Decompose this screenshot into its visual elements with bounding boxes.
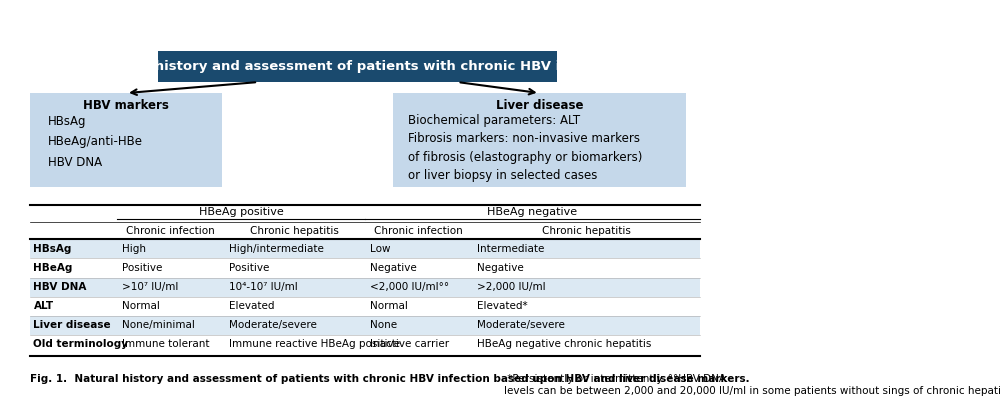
Bar [30,278,700,297]
Text: High/intermediate: High/intermediate [229,244,324,254]
Text: Elevated: Elevated [229,301,275,311]
Text: Negative: Negative [477,263,524,273]
Text: HBV DNA: HBV DNA [48,156,102,169]
Text: Negative: Negative [370,263,417,273]
Text: Positive: Positive [229,263,270,273]
Text: Chronic infection: Chronic infection [374,226,463,236]
Text: HBeAg: HBeAg [33,263,73,273]
Bar [30,240,700,259]
Text: None/minimal: None/minimal [122,320,195,330]
Text: Fibrosis markers: non-invasive markers: Fibrosis markers: non-invasive markers [408,132,640,145]
Text: HBeAg negative chronic hepatitis: HBeAg negative chronic hepatitis [477,339,652,349]
Text: Low: Low [370,244,390,254]
Text: Natural history and assessment of patients with chronic HBV infection: Natural history and assessment of patien… [94,60,622,73]
Text: >10⁷ IU/ml: >10⁷ IU/ml [122,282,178,292]
Text: Chronic infection: Chronic infection [126,226,215,236]
Text: Moderate/severe: Moderate/severe [229,320,317,330]
Text: HBsAg: HBsAg [33,244,72,254]
Text: <2,000 IU/ml°°: <2,000 IU/ml°° [370,282,449,292]
Bar [30,316,700,335]
Text: Immune tolerant: Immune tolerant [122,339,210,349]
Text: None: None [370,320,397,330]
Text: Old terminology: Old terminology [33,339,128,349]
Text: *Persistently or intermittently. °°HBV DNA
levels can be between 2,000 and 20,00: *Persistently or intermittently. °°HBV D… [504,374,1000,396]
Text: Chronic hepatitis: Chronic hepatitis [542,226,631,236]
Text: or liver biopsy in selected cases: or liver biopsy in selected cases [408,169,597,182]
Text: HBV DNA: HBV DNA [33,282,87,292]
Text: Liver disease: Liver disease [33,320,111,330]
Text: Fig. 1.  Natural history and assessment of patients with chronic HBV infection b: Fig. 1. Natural history and assessment o… [30,374,750,384]
Text: HBeAg positive: HBeAg positive [199,207,283,217]
Text: Immune reactive HBeAg positive: Immune reactive HBeAg positive [229,339,400,349]
Text: ALT: ALT [33,301,54,311]
Text: HBsAg: HBsAg [48,115,86,128]
Text: Biochemical parameters: ALT: Biochemical parameters: ALT [408,114,580,127]
Text: HBeAg/anti-HBe: HBeAg/anti-HBe [48,135,143,148]
Text: 10⁴-10⁷ IU/ml: 10⁴-10⁷ IU/ml [229,282,298,292]
Text: High: High [122,244,146,254]
Text: >2,000 IU/ml: >2,000 IU/ml [477,282,546,292]
Text: Elevated*: Elevated* [477,301,528,311]
Text: Moderate/severe: Moderate/severe [477,320,565,330]
Text: Chronic hepatitis: Chronic hepatitis [250,226,339,236]
Text: of fibrosis (elastography or biomarkers): of fibrosis (elastography or biomarkers) [408,151,642,164]
Text: HBV markers: HBV markers [83,99,169,112]
FancyBboxPatch shape [158,51,557,82]
Text: Inactive carrier: Inactive carrier [370,339,449,349]
Text: Liver disease: Liver disease [496,99,583,112]
Text: Normal: Normal [370,301,408,311]
Text: Normal: Normal [122,301,160,311]
FancyBboxPatch shape [30,93,222,187]
Text: Positive: Positive [122,263,162,273]
Text: HBeAg negative: HBeAg negative [487,207,578,217]
FancyBboxPatch shape [393,93,686,187]
Text: Intermediate: Intermediate [477,244,545,254]
